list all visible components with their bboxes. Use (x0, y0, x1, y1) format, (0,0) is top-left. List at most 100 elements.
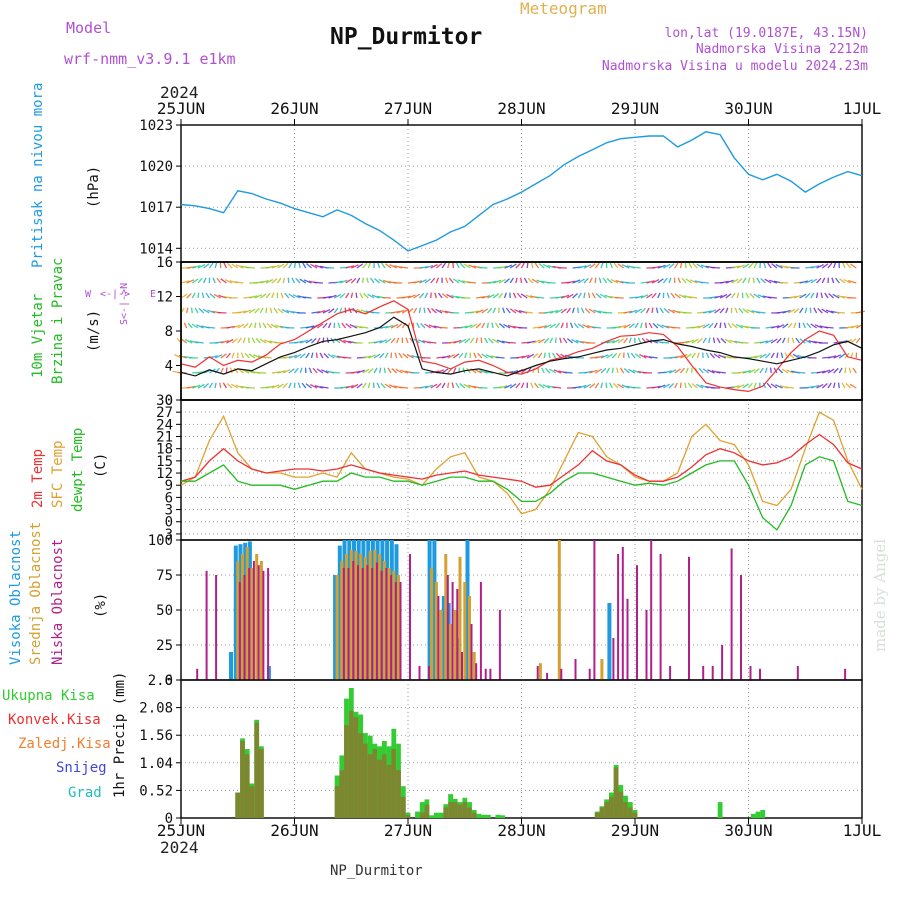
wind-barb (850, 324, 859, 329)
wind-barb (334, 280, 343, 284)
conv-rain-bar (405, 815, 411, 818)
total-rain-bar (438, 812, 444, 818)
wind-barb (583, 277, 589, 284)
wind-barb (434, 292, 438, 299)
wind-barb (752, 277, 755, 284)
y-tick-label: 24 (156, 417, 173, 433)
day-label-top: 1JUL (843, 99, 882, 118)
wind-barb (769, 367, 772, 374)
wind-barb (549, 368, 556, 374)
wind-barb (240, 352, 245, 359)
wind-barb (651, 265, 661, 269)
y-tick-label: 18 (156, 442, 173, 458)
wind-barb (219, 382, 222, 389)
dewpt-line (181, 456, 863, 531)
wind-barb (379, 339, 388, 344)
wind-barb (792, 353, 800, 359)
wind-barb (180, 293, 188, 299)
low-cloud-bar (702, 666, 705, 680)
wind-barb (762, 382, 767, 389)
wind-barb (418, 292, 425, 299)
wind-barb (303, 279, 312, 284)
wind-barb (613, 262, 619, 269)
wind-barb (685, 339, 695, 344)
total-rain-bar (481, 814, 487, 818)
wind-barb (350, 292, 354, 299)
high-cloud-label: Visoka Oblacnost (8, 530, 24, 665)
wind-barb (230, 383, 239, 389)
wind-barb (766, 382, 772, 389)
wind-barb (566, 307, 572, 314)
wind-barb (293, 262, 297, 269)
wind-barb (191, 278, 199, 284)
wind-barb (371, 294, 380, 299)
legend-freezing-rain: Zaledj.Kisa (18, 736, 111, 752)
wind-barb (782, 309, 791, 314)
wind-barb (748, 262, 754, 269)
wind-barb (765, 339, 774, 344)
wind-barb (294, 340, 304, 344)
y-tick-label: 1023 (139, 118, 173, 134)
wind-barb (719, 293, 728, 299)
wind-barb (632, 369, 641, 374)
wind-barb (813, 307, 818, 314)
wind-barb (680, 354, 688, 359)
wind-barb (850, 263, 857, 269)
wind-barb (670, 292, 676, 299)
wind-barb (663, 370, 672, 374)
wind-barb (284, 292, 290, 299)
wind-barb (821, 383, 828, 389)
wind-direction-east: E (150, 289, 156, 300)
wind-barb (780, 352, 784, 359)
wind-barb (299, 278, 307, 284)
wind-barb (373, 353, 381, 359)
wind-barb (351, 383, 359, 389)
wind-barb (555, 295, 565, 299)
wind-barb (538, 325, 547, 329)
wind-barb (380, 262, 386, 269)
wind-barb (696, 338, 703, 344)
lonlat-label: lon,lat (19.0187E, 43.15N) (665, 26, 869, 41)
wind-barb (509, 308, 517, 314)
conv-rain-bar (249, 786, 255, 818)
low-cloud-bar (437, 596, 440, 680)
wind-barb (509, 277, 514, 284)
wind-barb (782, 337, 786, 344)
year-top: 2024 (160, 83, 199, 102)
wind-barb (327, 353, 335, 359)
wind-barb (496, 339, 505, 344)
wind-barb (566, 338, 574, 344)
wind-barb (660, 341, 670, 344)
wind-barb (663, 383, 670, 389)
wind-barb (384, 383, 392, 389)
wind-barb (222, 382, 227, 389)
wind-barb (662, 277, 668, 284)
wind-barb (282, 382, 288, 389)
wind-barb (679, 367, 685, 374)
y-tick-label: 6 (165, 490, 173, 506)
day-label-top: 27JUN (384, 99, 432, 118)
wind-barb (549, 337, 554, 344)
wind-barb (657, 384, 666, 389)
wind-barb (506, 341, 516, 344)
wind-barb (412, 322, 415, 329)
mid-cloud-bar (368, 551, 372, 680)
y-tick-label: 0.52 (139, 783, 173, 799)
wind-barb (832, 293, 840, 299)
wind-barb (814, 324, 823, 329)
wind-barb (515, 382, 521, 389)
wind-barb (832, 382, 836, 389)
wind-barb (702, 368, 710, 374)
wind-barb (492, 338, 500, 344)
wind-barb (562, 337, 568, 344)
low-cloud-bar (574, 659, 577, 680)
pressure-panel: 1014 1017 1020 1023 (139, 118, 863, 263)
wind-barb (679, 382, 682, 389)
day-label-bottom: 25JUN (157, 821, 205, 840)
wind-barb (220, 278, 227, 284)
low-cloud-bar (479, 582, 482, 680)
wind-barb (560, 308, 568, 314)
low-cloud-bar (262, 570, 265, 680)
wind-barb (385, 263, 392, 269)
wind-label-1: 10m Vjetar (30, 294, 46, 378)
